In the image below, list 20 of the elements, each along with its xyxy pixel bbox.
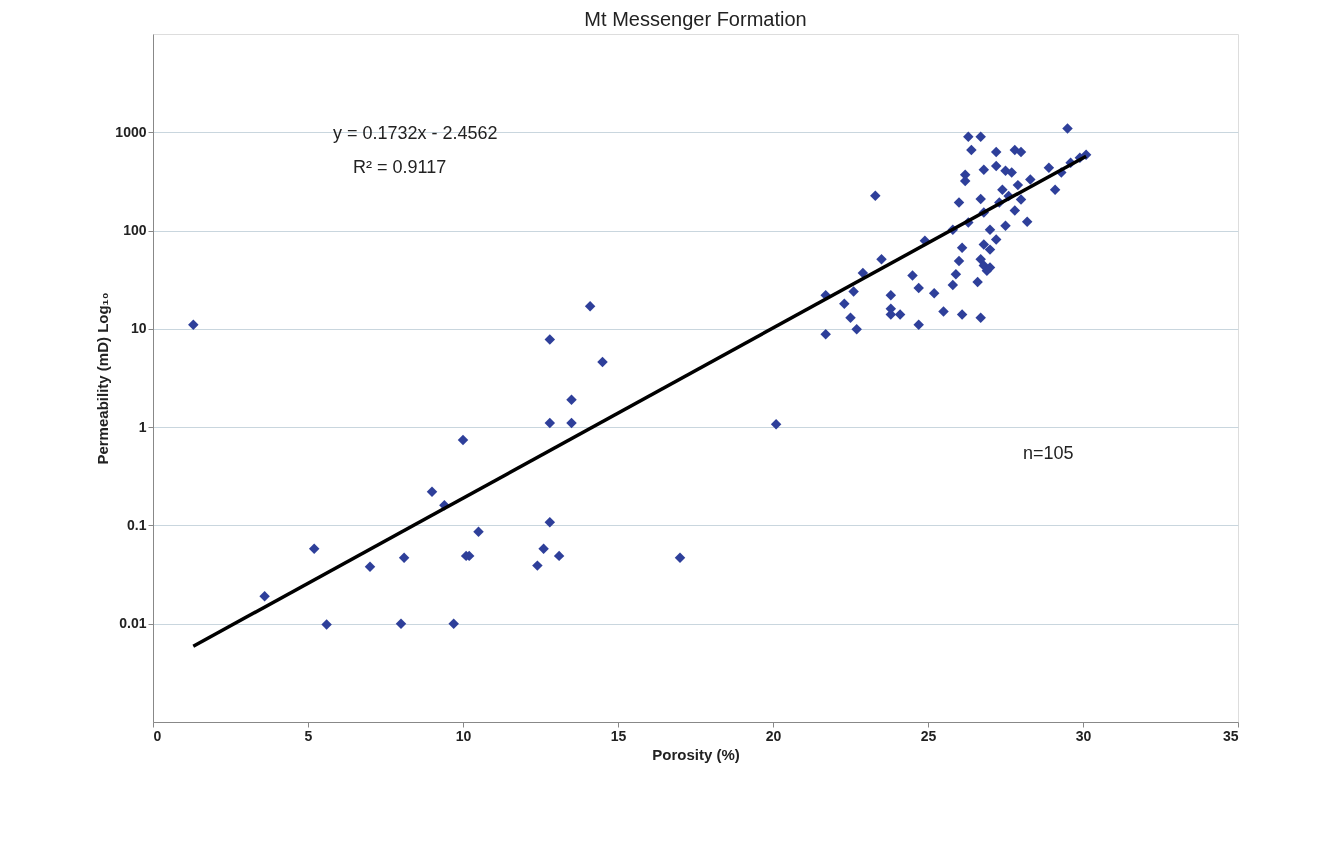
annotation: R² = 0.9117 (353, 157, 447, 177)
y-tick-label: 1000 (115, 123, 147, 140)
chart-title: Mt Messenger Formation (584, 8, 807, 30)
x-tick-label: 35 (1222, 727, 1239, 744)
y-tick-label: 0.1 (127, 516, 147, 533)
x-tick-label: 20 (765, 727, 782, 744)
y-tick-label: 10 (130, 320, 147, 337)
x-axis-title: Porosity (%) (652, 745, 740, 763)
y-tick-label: 100 (123, 222, 147, 239)
y-tick-label: 0.01 (119, 615, 147, 632)
x-tick-label: 5 (304, 727, 313, 744)
annotation: n=105 (1023, 443, 1074, 463)
x-tick-label: 25 (920, 727, 937, 744)
y-axis-title: Permeability (mD) Log₁₀ (94, 292, 112, 465)
y-tick-label: 1 (138, 418, 147, 435)
x-tick-label: 0 (153, 727, 162, 744)
x-tick-label: 10 (455, 727, 472, 744)
annotation: y = 0.1732x - 2.4562 (333, 123, 498, 143)
x-tick-label: 30 (1075, 727, 1092, 744)
x-tick-label: 15 (610, 727, 627, 744)
